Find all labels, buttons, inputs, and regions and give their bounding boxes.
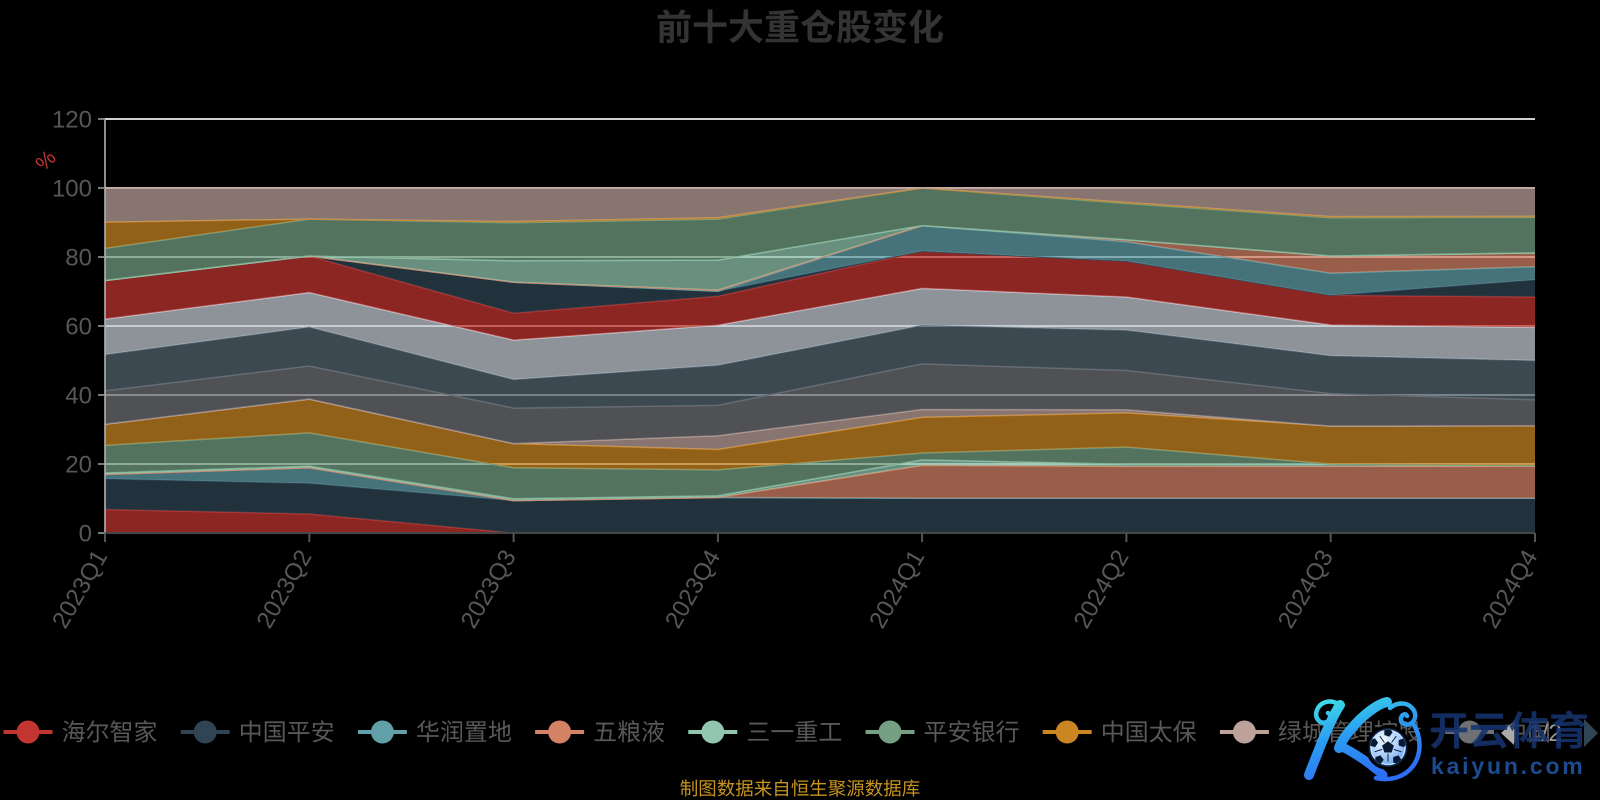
svg-text:kaiyun.com: kaiyun.com — [1431, 753, 1586, 779]
svg-text:20: 20 — [65, 452, 92, 479]
svg-text:80: 80 — [65, 245, 92, 272]
svg-text:0: 0 — [79, 521, 92, 548]
svg-text:100: 100 — [52, 176, 92, 203]
svg-text:40: 40 — [65, 383, 92, 410]
svg-text:60: 60 — [65, 314, 92, 341]
svg-text:120: 120 — [52, 107, 92, 134]
